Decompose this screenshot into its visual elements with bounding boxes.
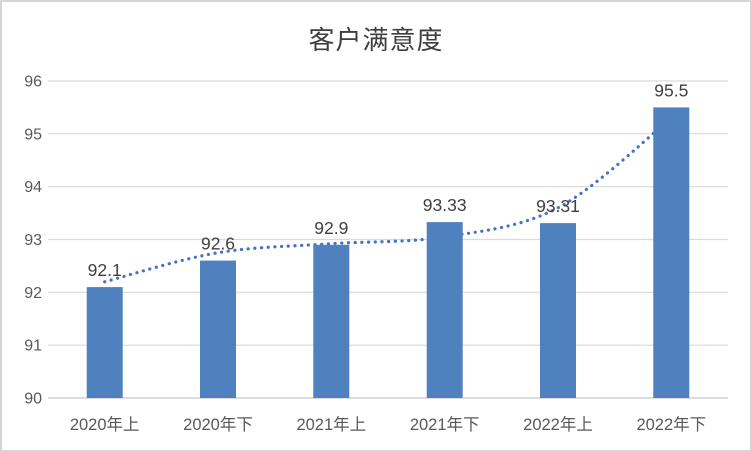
data-label: 95.5 [654, 80, 688, 100]
data-label: 92.1 [88, 260, 122, 280]
trendline [103, 116, 673, 284]
y-tick-label: 94 [24, 179, 42, 196]
bar [86, 287, 123, 398]
data-label: 92.6 [201, 234, 235, 254]
x-tick-label: 2022年上 [523, 415, 593, 434]
y-tick-label: 90 [24, 391, 42, 408]
y-tick-label: 93 [24, 232, 42, 249]
chart-title: 客户满意度 [308, 26, 444, 56]
x-tick-label: 2020年下 [183, 415, 253, 434]
bar [540, 223, 576, 398]
x-tick-label: 2021年下 [410, 415, 480, 434]
data-label: 93.31 [536, 196, 580, 216]
bar [426, 222, 463, 398]
x-tick-label: 2021年上 [296, 415, 366, 434]
x-tick-label: 2020年上 [70, 415, 140, 434]
bar [200, 260, 236, 398]
y-tick-label: 96 [24, 74, 42, 91]
bar [653, 107, 690, 399]
y-tick-label: 91 [24, 338, 42, 355]
bar [313, 244, 350, 398]
y-tick-label: 95 [24, 126, 42, 143]
data-label: 93.33 [423, 195, 467, 215]
data-label: 92.9 [314, 218, 348, 238]
x-tick-label: 2022年下 [636, 415, 706, 434]
y-tick-label: 92 [24, 285, 42, 302]
